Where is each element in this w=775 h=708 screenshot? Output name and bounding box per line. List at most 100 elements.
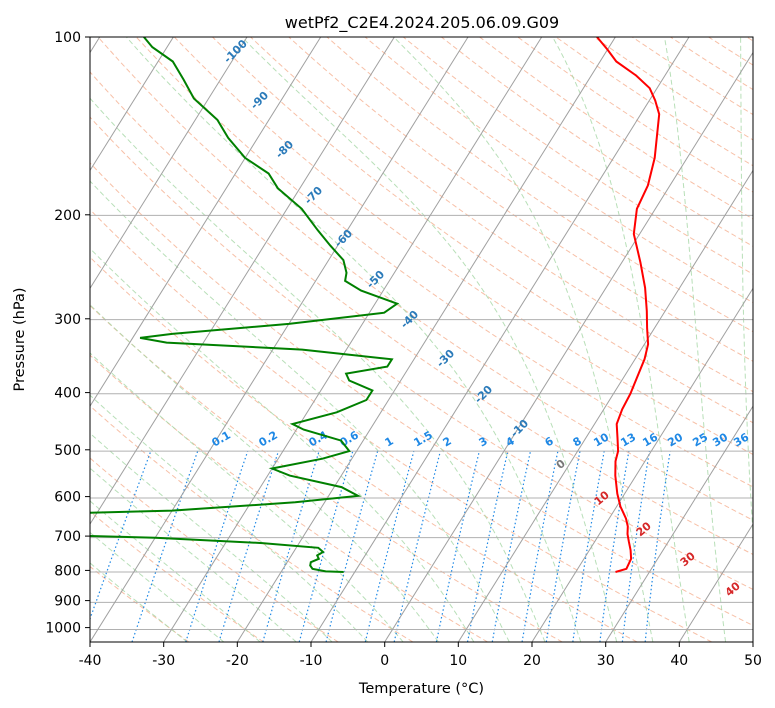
y-tick: 100	[54, 30, 90, 46]
moist-adiabat	[90, 180, 510, 642]
mixing-ratio-line	[131, 450, 199, 642]
dry-adiabat	[90, 162, 753, 627]
x-tick-label: 30	[597, 653, 615, 669]
moist-adiabat	[90, 531, 225, 642]
moist-adiabat	[90, 562, 188, 642]
isotherm-line	[90, 37, 322, 408]
dry-adiabat	[135, 37, 753, 488]
dry-adiabat	[97, 37, 753, 521]
isotherm-line	[90, 37, 174, 172]
y-tick: 400	[54, 386, 90, 402]
dry-adiabat	[90, 304, 563, 642]
dry-adiabat	[90, 510, 264, 642]
isotherm-line	[90, 37, 469, 642]
x-tick: 40	[670, 642, 688, 669]
x-tick-label: 10	[449, 653, 467, 669]
y-tick: 200	[54, 208, 90, 224]
moist-adiabat	[90, 500, 261, 642]
x-tick-label: -30	[152, 653, 175, 669]
moist-adiabat	[90, 394, 369, 642]
x-tick: -10	[300, 642, 323, 669]
plot-frame	[89, 36, 754, 643]
dewpoint-line	[90, 37, 400, 573]
y-tick-label: 100	[54, 30, 81, 46]
mixing-ratio-line	[262, 450, 320, 642]
x-tick-label: 50	[744, 653, 762, 669]
dry-adiabat	[90, 116, 753, 591]
y-tick: 800	[54, 563, 90, 579]
isotherm-line	[90, 37, 395, 526]
x-tick: -20	[226, 642, 249, 669]
x-tick: 20	[523, 642, 541, 669]
x-tick: 0	[380, 642, 389, 669]
dry-adiabat	[250, 37, 753, 393]
temperature-line	[596, 37, 661, 573]
dry-adiabat	[90, 457, 339, 642]
plot-area: -100 -90 -80 -70 -60 -50 -40 -30 -20 -10…	[90, 37, 753, 642]
mixing-ratio-line	[364, 450, 415, 642]
dry-adiabat	[90, 354, 488, 642]
x-tick-label: 20	[523, 653, 541, 669]
chart-title: wetPf2_C2E4.2024.205.06.09.G09	[285, 13, 559, 33]
isotherm-line	[90, 37, 248, 290]
mixing-ratio-line	[644, 451, 671, 642]
isotherm-line	[310, 37, 690, 642]
y-tick: 300	[54, 312, 90, 328]
x-tick-label: -20	[226, 653, 249, 669]
isotherm-line	[236, 37, 616, 642]
dry-adiabat	[288, 37, 753, 362]
x-tick: 10	[449, 642, 467, 669]
pressure-gridlines	[90, 37, 753, 630]
mixing-ratio-line	[185, 450, 249, 642]
moist-adiabat	[126, 37, 582, 642]
dry-adiabat	[173, 37, 753, 455]
moist-adiabat	[90, 467, 297, 642]
mixing-ratio-line	[325, 450, 379, 642]
dry-adiabat	[90, 71, 753, 555]
y-tick-label: 1000	[45, 621, 81, 637]
x-axis-title: Temperature (°C)	[358, 681, 484, 697]
y-tick-label: 800	[54, 563, 81, 579]
mixing-ratio-line	[621, 451, 650, 642]
y-tick: 700	[54, 529, 90, 545]
isotherm-line	[605, 405, 753, 642]
moist-adiabat	[740, 37, 753, 540]
moist-adiabat	[90, 304, 439, 642]
y-axis: 100 200 300 400 500 600 700 800 900 1000	[45, 30, 90, 637]
x-tick-label: 40	[670, 653, 688, 669]
y-tick: 900	[54, 594, 90, 610]
y-tick: 500	[54, 443, 90, 459]
moist-adiabat	[664, 37, 727, 642]
dry-adiabat	[90, 208, 712, 642]
isotherm-line	[531, 287, 753, 642]
x-tick-label: -10	[300, 653, 323, 669]
y-tick: 600	[54, 490, 90, 506]
mixing-ratio-line	[572, 450, 605, 642]
x-tick: -30	[152, 642, 175, 669]
x-axis: -40 -30 -20 -10 0 10 20 30 40 50	[79, 642, 762, 669]
y-tick-label: 200	[54, 208, 81, 224]
y-tick-label: 600	[54, 490, 81, 506]
x-tick: -40	[79, 642, 102, 669]
y-axis-title: Pressure (hPa)	[12, 287, 28, 391]
moist-adiabat	[393, 37, 654, 642]
moist-adiabats	[90, 37, 753, 642]
moist-adiabat	[90, 247, 475, 642]
mixing-ratio-line	[599, 450, 630, 642]
mixing-ratio-lines	[90, 450, 671, 642]
moist-adiabat	[552, 37, 690, 642]
x-tick: 50	[744, 642, 762, 669]
x-tick-label: -40	[79, 653, 102, 669]
isotherm-line	[678, 523, 753, 642]
dry-adiabat	[90, 256, 638, 642]
y-tick: 1000	[45, 621, 90, 637]
y-tick-label: 300	[54, 312, 81, 328]
y-tick-label: 400	[54, 386, 81, 402]
dry-adiabat	[326, 37, 753, 333]
mixing-ratio-line	[298, 450, 354, 642]
x-tick-label: 0	[380, 653, 389, 669]
mixing-ratio-line	[218, 450, 280, 642]
isotherm-line	[384, 51, 753, 642]
